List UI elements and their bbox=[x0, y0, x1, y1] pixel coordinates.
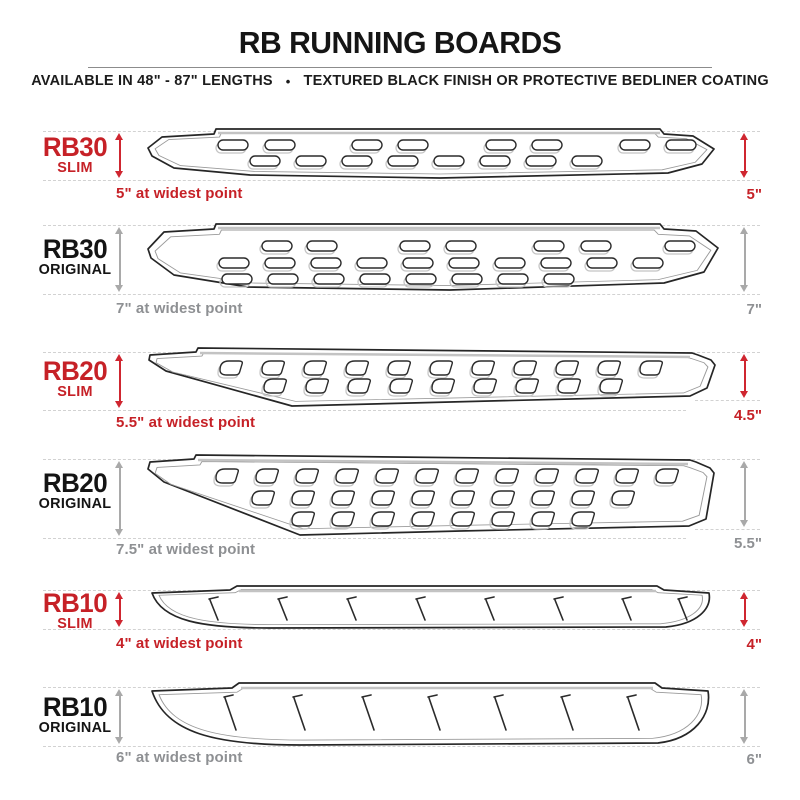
board-illustration-rb10-slim bbox=[151, 585, 711, 629]
board-variant: SLIM bbox=[57, 159, 93, 176]
board-label: RB20 SLIM bbox=[10, 358, 140, 400]
board-code: RB10 bbox=[42, 588, 108, 618]
board-illustration-rb10-original bbox=[151, 682, 710, 746]
width-measurement: 6" at widest point bbox=[116, 749, 243, 766]
height-measurement: 6" bbox=[746, 751, 762, 768]
board-variant: ORIGINAL bbox=[38, 719, 112, 736]
dashed-guide-line bbox=[43, 538, 686, 539]
height-measurement: 7" bbox=[746, 301, 762, 318]
dimension-arrow-icon bbox=[114, 354, 125, 408]
bullet-separator-icon: • bbox=[285, 73, 291, 89]
dimension-arrow-icon bbox=[739, 354, 750, 398]
width-measurement: 5" at widest point bbox=[116, 185, 243, 202]
board-illustration-rb30-original bbox=[147, 223, 719, 291]
dimension-arrow-icon bbox=[739, 461, 750, 527]
dashed-guide-line bbox=[695, 400, 760, 401]
width-measurement: 7" at widest point bbox=[116, 300, 243, 317]
title-underline bbox=[88, 67, 712, 68]
board-variant: ORIGINAL bbox=[38, 495, 112, 512]
width-measurement: 5.5" at widest point bbox=[116, 414, 256, 431]
height-measurement: 4.5" bbox=[734, 407, 762, 424]
dashed-guide-line bbox=[43, 746, 760, 747]
board-code: RB20 bbox=[42, 356, 108, 386]
board-label: RB10 ORIGINAL bbox=[10, 694, 140, 736]
board-code: RB30 bbox=[42, 234, 108, 264]
dimension-arrow-icon bbox=[114, 592, 125, 627]
board-code: RB20 bbox=[42, 468, 108, 498]
subtitle: AVAILABLE IN 48" - 87" LENGTHS • TEXTURE… bbox=[0, 73, 800, 89]
height-measurement: 4" bbox=[746, 636, 762, 653]
height-measurement: 5" bbox=[746, 186, 762, 203]
board-label: RB20 ORIGINAL bbox=[10, 470, 140, 512]
board-illustration-rb30-slim bbox=[147, 128, 715, 179]
dashed-guide-line bbox=[695, 529, 760, 530]
dimension-arrow-icon bbox=[114, 227, 125, 292]
board-variant: SLIM bbox=[57, 615, 93, 632]
width-measurement: 7.5" at widest point bbox=[116, 541, 256, 558]
subtitle-lengths: AVAILABLE IN 48" - 87" LENGTHS bbox=[31, 73, 273, 89]
dimension-arrow-icon bbox=[114, 689, 125, 744]
board-label: RB10 SLIM bbox=[10, 590, 140, 632]
height-measurement: 5.5" bbox=[734, 535, 762, 552]
board-illustration-rb20-original bbox=[147, 454, 715, 536]
dashed-guide-line bbox=[43, 294, 760, 295]
board-code: RB10 bbox=[42, 692, 108, 722]
dimension-arrow-icon bbox=[739, 592, 750, 627]
dashed-guide-line bbox=[43, 410, 686, 411]
board-label: RB30 SLIM bbox=[10, 134, 140, 176]
width-measurement: 4" at widest point bbox=[116, 635, 243, 652]
page-title: RB RUNNING BOARDS bbox=[238, 25, 562, 60]
board-variant: ORIGINAL bbox=[38, 261, 112, 278]
board-variant: SLIM bbox=[57, 383, 93, 400]
dashed-guide-line bbox=[43, 180, 760, 181]
dimension-arrow-icon bbox=[739, 689, 750, 744]
board-label: RB30 ORIGINAL bbox=[10, 236, 140, 278]
dimension-arrow-icon bbox=[739, 133, 750, 178]
dimension-arrow-icon bbox=[114, 461, 125, 536]
board-code: RB30 bbox=[42, 132, 108, 162]
dashed-guide-line bbox=[43, 629, 760, 630]
dimension-arrow-icon bbox=[114, 133, 125, 178]
subtitle-finish: TEXTURED BLACK FINISH OR PROTECTIVE BEDL… bbox=[303, 73, 769, 89]
board-illustration-rb20-slim bbox=[148, 347, 716, 407]
dimension-arrow-icon bbox=[739, 227, 750, 292]
